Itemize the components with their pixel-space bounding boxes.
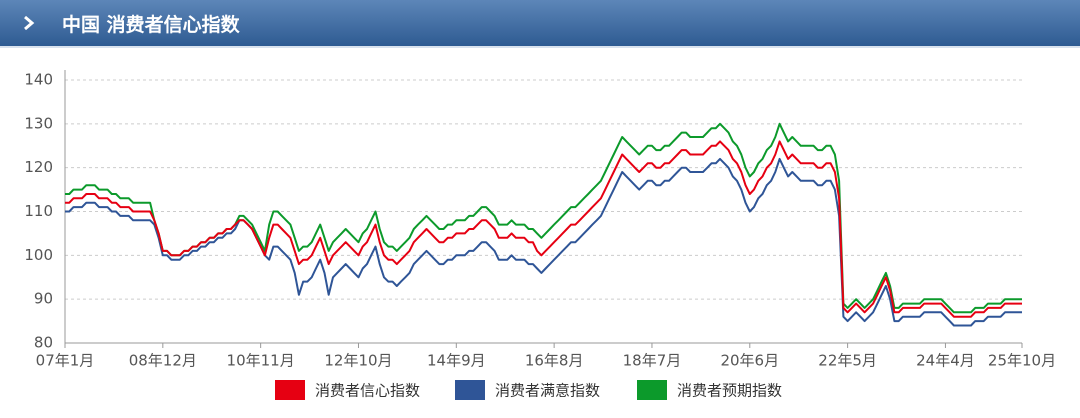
y-tick-label: 130	[24, 114, 53, 132]
series-line	[65, 122, 1022, 314]
x-tick-label: 16年8月	[525, 352, 584, 370]
chart-title: 中国 消费者信心指数	[62, 13, 240, 36]
x-tick-label: 12年10月	[324, 352, 392, 370]
legend-label: 消费者预期指数	[677, 382, 782, 400]
legend-swatch	[275, 380, 305, 400]
x-tick-label: 10年11月	[227, 352, 295, 370]
header: 中国 消费者信心指数	[0, 0, 1080, 48]
legend-label: 消费者信心指数	[315, 382, 420, 400]
y-tick-label: 100	[24, 246, 53, 264]
y-tick-label: 140	[24, 71, 53, 89]
x-tick-label: 18年7月	[623, 352, 682, 370]
legend-label: 消费者满意指数	[495, 382, 600, 400]
legend-swatch	[455, 380, 485, 400]
x-tick-label: 07年1月	[36, 352, 95, 370]
series-line	[65, 140, 1022, 318]
x-tick-label: 22年5月	[818, 352, 877, 370]
x-tick-label: 14年9月	[427, 352, 486, 370]
y-tick-label: 110	[24, 202, 53, 220]
x-tick-label: 20年6月	[720, 352, 779, 370]
series-line	[65, 157, 1022, 327]
x-tick-label: 25年10月	[988, 352, 1056, 370]
chevron-icon	[24, 16, 35, 30]
legend-swatch	[637, 380, 667, 400]
x-tick-label: 24年4月	[916, 352, 975, 370]
y-tick-label: 120	[24, 158, 53, 176]
y-tick-label: 90	[34, 290, 53, 308]
x-tick-label: 08年12月	[129, 352, 197, 370]
y-tick-label: 80	[34, 334, 53, 352]
chart: 80 90 100 110 120 130 140 07年1月 08年12月 10年11月 12年1…	[24, 70, 1056, 400]
